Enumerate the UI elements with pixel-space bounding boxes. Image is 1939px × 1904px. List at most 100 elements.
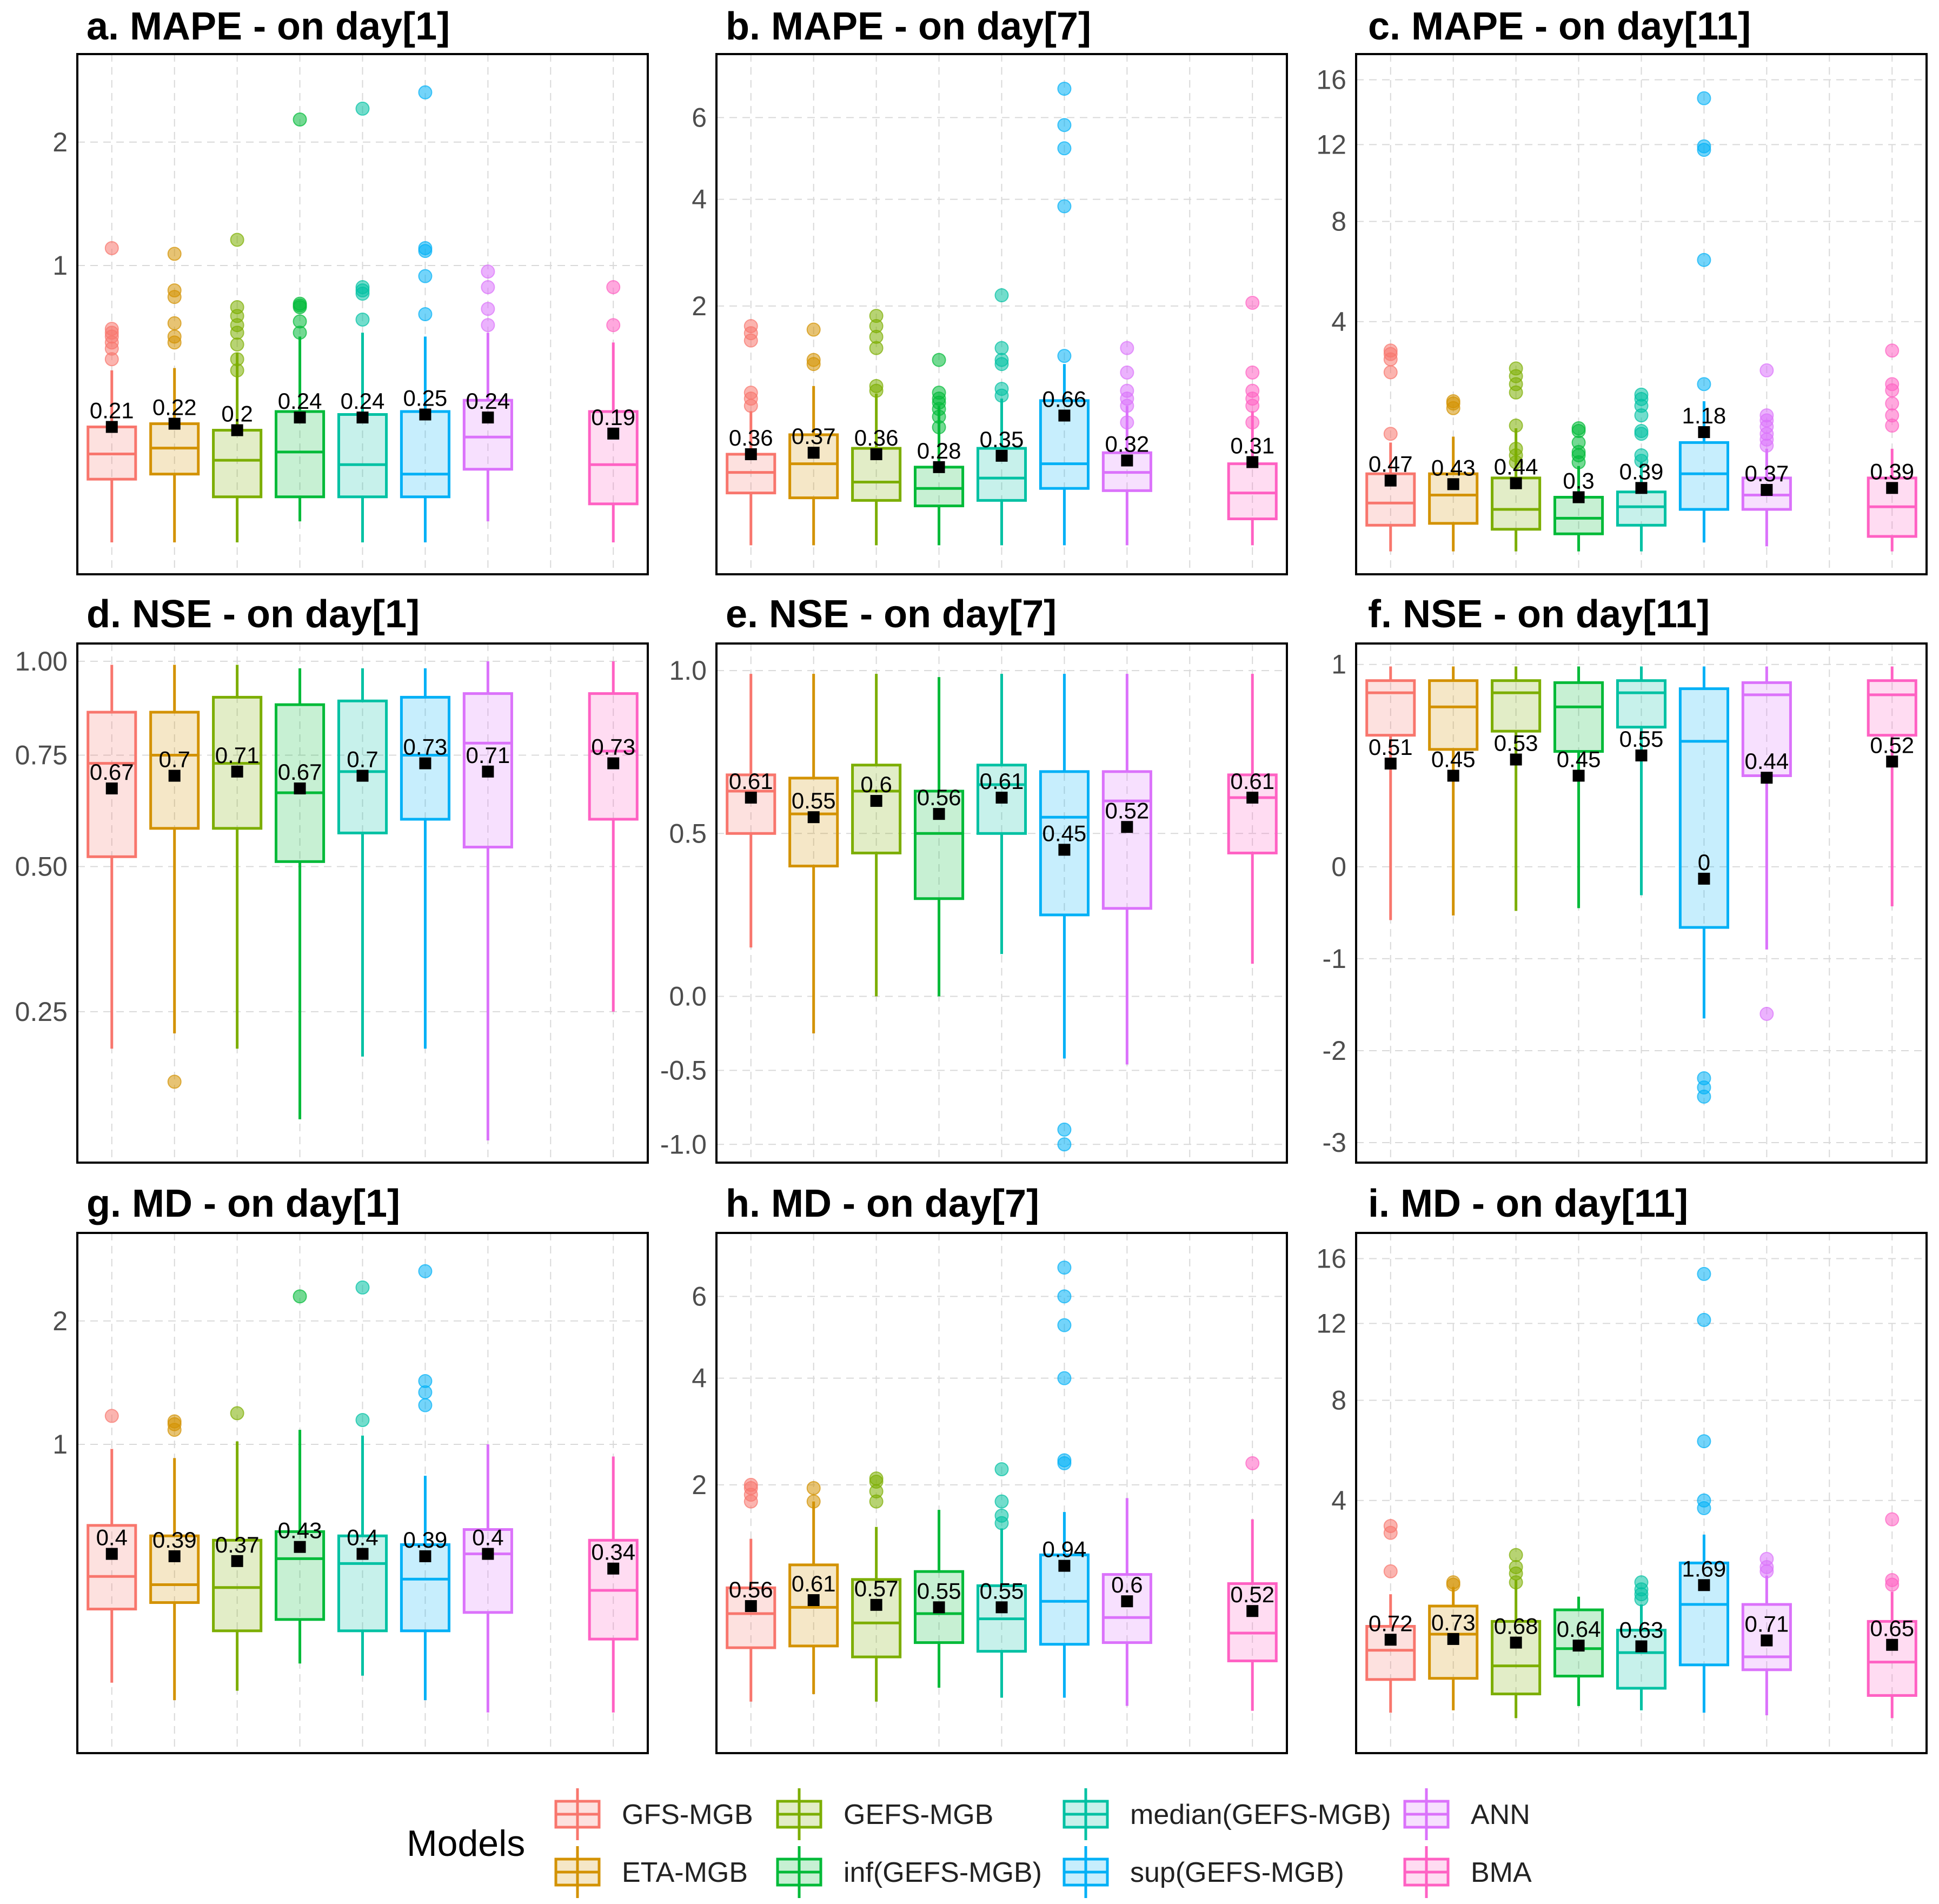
outlier-point	[994, 1508, 1009, 1523]
box-iqr	[1491, 1620, 1542, 1696]
panel-title: a. MAPE - on day[1]	[87, 5, 450, 48]
mean-label: 0.28	[917, 438, 961, 463]
mean-label: 0.55	[917, 1578, 961, 1603]
outlier-point	[481, 264, 495, 279]
box-ann: 0.52	[1101, 674, 1152, 1065]
outlier-point	[104, 1409, 119, 1423]
box-gfs-mgb: 0.51	[1365, 666, 1416, 920]
outlier-point	[806, 353, 821, 367]
mean-label: 0.45	[1431, 746, 1476, 772]
mean-marker	[1886, 755, 1898, 768]
legend-item-label: median(GEFS-MGB)	[1130, 1799, 1391, 1830]
mean-marker	[1698, 1579, 1710, 1591]
outlier-point	[1509, 1560, 1523, 1574]
box-inf-gefs-mgb-: 0.67	[275, 668, 326, 1119]
outlier-point	[418, 307, 433, 321]
panel-6: f. NSE - on day[11] -3 -2 -1 0 1 0.51 0.45 0.53 0…	[1323, 593, 1928, 1164]
mean-marker	[1384, 758, 1397, 770]
outlier-point	[994, 1462, 1009, 1476]
outlier-point	[293, 296, 307, 311]
box-iqr	[400, 410, 450, 499]
box-iqr	[588, 410, 639, 506]
y-tick-label: 4	[692, 1363, 707, 1394]
panel-4: d. NSE - on day[1] 0.25 0.50 0.75 1.00 0.67 0.…	[15, 593, 649, 1164]
mean-marker	[1121, 454, 1133, 467]
y-tick-label: 12	[1316, 129, 1346, 160]
outlier-point	[355, 1413, 370, 1428]
box-ann: 0.37	[1741, 363, 1792, 547]
mean-label: 0.67	[278, 759, 322, 785]
box-iqr	[1678, 441, 1729, 511]
mean-label: 0.56	[917, 785, 961, 810]
mean-marker	[105, 421, 118, 433]
y-tick-label: 6	[692, 102, 707, 132]
box-median-gefs-mgb-: 0.24	[337, 101, 388, 543]
outlier-point	[1634, 424, 1649, 439]
mean-label: 0.24	[466, 388, 510, 414]
mean-marker	[1121, 821, 1133, 833]
mean-label: 0.7	[159, 747, 190, 772]
mean-marker	[1246, 1605, 1259, 1617]
box-inf-gefs-mgb-: 0.45	[1553, 666, 1604, 908]
y-tick-label: -1.0	[660, 1129, 707, 1159]
panel-title: f. NSE - on day[11]	[1368, 593, 1710, 636]
box-bma: 0.31	[1227, 295, 1278, 546]
outlier-point	[293, 314, 307, 329]
outlier-point	[869, 1471, 884, 1486]
mean-label: 0.47	[1369, 452, 1413, 477]
outlier-point	[994, 382, 1009, 396]
outlier-point	[481, 302, 495, 316]
outlier-point	[1057, 1137, 1072, 1152]
panel-frame	[76, 1232, 649, 1754]
legend-item-gefs-mgb: GEFS-MGB	[776, 1788, 993, 1840]
box-gfs-mgb: 0.36	[726, 319, 776, 546]
outlier-point	[104, 241, 119, 255]
mean-label: 0.45	[1042, 820, 1087, 846]
mean-label: 0.44	[1494, 454, 1538, 480]
panel-frame	[76, 642, 649, 1164]
panel-8: h. MD - on day[7] 2 4 6 0.56 0.61 0.57 0.55 0.55…	[692, 1182, 1288, 1754]
outlier-point	[418, 85, 433, 99]
outlier-point	[1509, 361, 1523, 376]
outlier-point	[743, 319, 758, 334]
mean-label: 0.73	[1431, 1610, 1476, 1635]
panel-title: i. MD - on day[11]	[1368, 1182, 1688, 1225]
box-inf-gefs-mgb-: 0.43	[275, 1289, 326, 1664]
outlier-point	[1245, 383, 1260, 398]
mean-label: 0.4	[472, 1525, 503, 1550]
outlier-point	[1057, 82, 1072, 96]
mean-marker	[1698, 426, 1710, 439]
mean-label: 0.19	[591, 404, 635, 430]
panel-title: d. NSE - on day[1]	[87, 593, 420, 636]
box-iqr	[588, 692, 639, 821]
mean-marker	[105, 1548, 118, 1560]
box-gfs-mgb: 0.47	[1365, 343, 1416, 552]
outlier-point	[230, 1406, 244, 1421]
box-iqr	[149, 1534, 200, 1604]
mean-marker	[168, 417, 181, 430]
box-median-gefs-mgb-: 0.61	[976, 674, 1027, 954]
box-sup-gefs-mgb-: 0.94	[1039, 1261, 1090, 1698]
outlier-point	[167, 283, 182, 297]
mean-label: 0.43	[278, 1518, 322, 1543]
y-tick-label: -2	[1323, 1036, 1346, 1066]
mean-label: 0.68	[1494, 1614, 1538, 1639]
mean-marker	[419, 408, 431, 421]
box-iqr	[788, 433, 839, 500]
box-iqr	[1553, 681, 1604, 753]
y-tick-label: 1	[1331, 649, 1346, 680]
legend-item-label: sup(GEFS-MGB)	[1130, 1857, 1344, 1888]
outlier-point	[743, 386, 758, 400]
mean-label: 0.6	[860, 772, 892, 797]
panel-title: e. NSE - on day[7]	[726, 593, 1057, 636]
outlier-point	[1509, 419, 1523, 433]
mean-label: 0.63	[1619, 1617, 1664, 1643]
box-median-gefs-mgb-: 0.39	[1616, 387, 1667, 552]
outlier-point	[355, 1280, 370, 1295]
legend-item-median-gefs-mgb-: median(GEFS-MGB)	[1063, 1788, 1391, 1840]
box-iqr	[87, 1524, 137, 1611]
legend-item-bma: BMA	[1403, 1846, 1532, 1898]
mean-marker	[231, 765, 243, 778]
outlier-point	[806, 1494, 821, 1509]
outlier-point	[1245, 295, 1260, 310]
